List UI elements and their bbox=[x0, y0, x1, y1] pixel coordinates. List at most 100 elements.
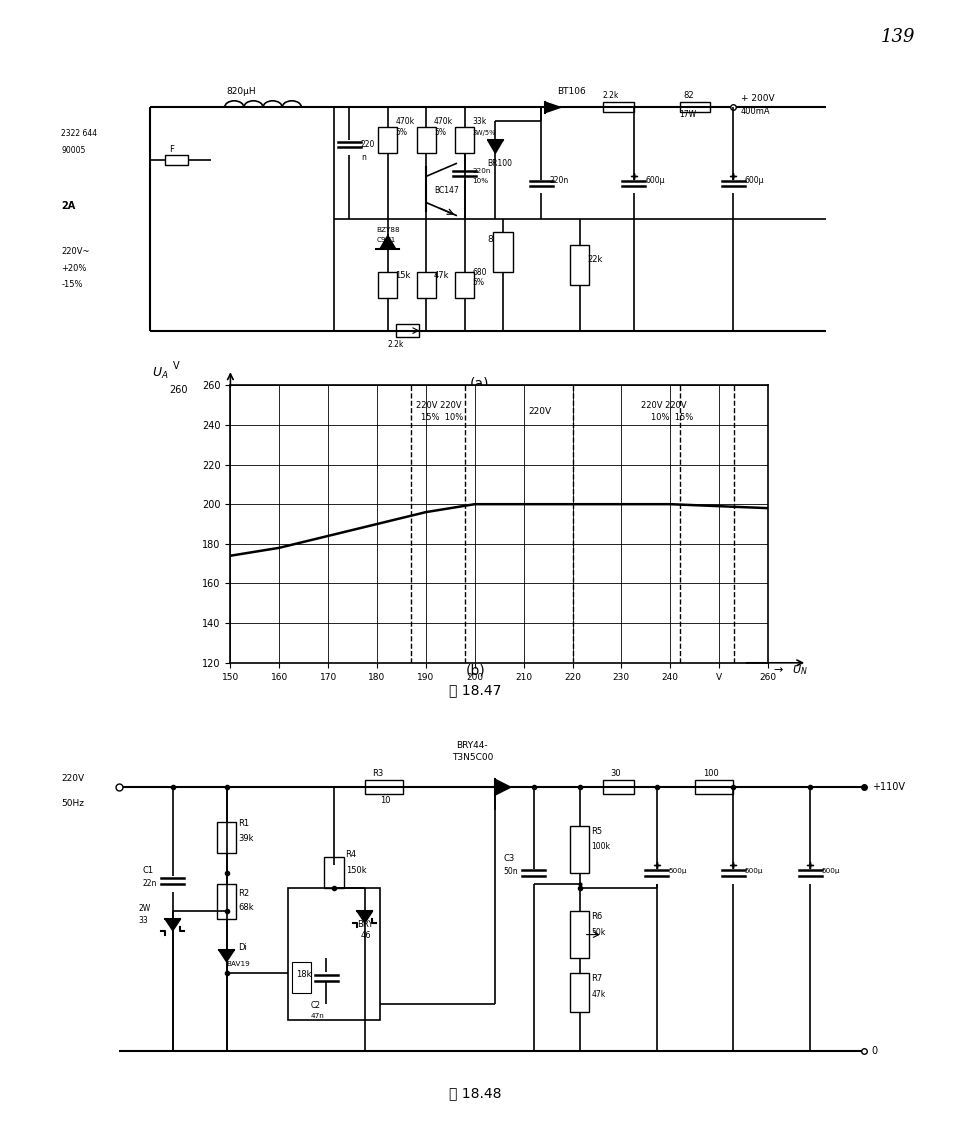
Text: 50k: 50k bbox=[591, 928, 606, 937]
Text: 100k: 100k bbox=[591, 842, 611, 851]
Text: 220V: 220V bbox=[529, 407, 552, 416]
Text: 220V~: 220V~ bbox=[61, 247, 90, 256]
Text: 10%  15%: 10% 15% bbox=[651, 414, 693, 421]
Bar bbox=[378, 127, 397, 153]
Text: R6: R6 bbox=[591, 912, 603, 921]
Bar bbox=[493, 232, 513, 272]
Text: n: n bbox=[361, 153, 366, 162]
Text: +20%: +20% bbox=[61, 264, 86, 273]
Bar bbox=[455, 272, 474, 298]
Text: C9V1: C9V1 bbox=[376, 237, 396, 242]
Text: 470k: 470k bbox=[434, 117, 453, 126]
Bar bbox=[570, 245, 589, 284]
Text: + 200V: + 200V bbox=[741, 94, 775, 103]
Text: 33k: 33k bbox=[472, 117, 487, 126]
Text: 68k: 68k bbox=[238, 903, 253, 912]
Text: 82: 82 bbox=[684, 91, 694, 100]
Text: 220n: 220n bbox=[472, 168, 491, 174]
Text: 10%: 10% bbox=[472, 178, 489, 184]
Text: R1: R1 bbox=[238, 819, 250, 828]
Text: 15k: 15k bbox=[396, 271, 411, 280]
Text: 2A: 2A bbox=[61, 201, 76, 211]
Text: 47k: 47k bbox=[591, 989, 606, 998]
Text: 47n: 47n bbox=[311, 1013, 324, 1020]
Text: 图 18.47: 图 18.47 bbox=[449, 683, 501, 698]
Text: BRY: BRY bbox=[357, 920, 373, 929]
Text: 500μ: 500μ bbox=[668, 868, 686, 874]
Text: 820μH: 820μH bbox=[227, 87, 256, 96]
Text: 8: 8 bbox=[488, 235, 493, 244]
Bar bbox=[378, 272, 397, 298]
Bar bbox=[292, 962, 311, 993]
Text: (a): (a) bbox=[470, 376, 490, 391]
Bar bbox=[455, 127, 474, 153]
Text: R5: R5 bbox=[591, 827, 603, 836]
Text: -15%: -15% bbox=[61, 280, 83, 289]
Text: 18k: 18k bbox=[296, 970, 311, 979]
Text: C3: C3 bbox=[503, 854, 515, 863]
Polygon shape bbox=[488, 140, 503, 153]
Text: BZY88: BZY88 bbox=[376, 227, 400, 233]
Polygon shape bbox=[545, 102, 561, 112]
Text: 10: 10 bbox=[380, 795, 391, 804]
Text: 17W: 17W bbox=[680, 110, 697, 119]
Bar bbox=[417, 127, 436, 153]
Text: BC147: BC147 bbox=[434, 186, 459, 195]
Text: 100: 100 bbox=[703, 768, 718, 777]
Polygon shape bbox=[219, 951, 234, 962]
Text: 30: 30 bbox=[611, 768, 621, 777]
Polygon shape bbox=[165, 919, 180, 930]
Text: 图 18.48: 图 18.48 bbox=[449, 1085, 501, 1100]
Text: 220V: 220V bbox=[61, 774, 84, 783]
Bar bbox=[680, 102, 710, 112]
Bar bbox=[324, 857, 344, 888]
Text: R7: R7 bbox=[591, 974, 603, 983]
Text: 500μ: 500μ bbox=[822, 868, 840, 874]
Polygon shape bbox=[495, 780, 511, 795]
Text: 2W: 2W bbox=[138, 904, 151, 913]
Polygon shape bbox=[357, 911, 372, 923]
Bar bbox=[288, 888, 380, 1020]
Text: 47k: 47k bbox=[434, 271, 449, 280]
Text: +110V: +110V bbox=[872, 782, 904, 792]
Bar bbox=[603, 102, 634, 112]
Text: R3: R3 bbox=[372, 768, 384, 777]
Text: 220: 220 bbox=[361, 139, 375, 148]
Text: 22n: 22n bbox=[142, 879, 156, 888]
Text: $U_A$: $U_A$ bbox=[153, 366, 169, 381]
Bar bbox=[217, 823, 236, 853]
Text: C1: C1 bbox=[142, 866, 154, 875]
Text: 680: 680 bbox=[472, 267, 487, 276]
Text: 3W/5%: 3W/5% bbox=[472, 130, 495, 136]
Text: R4: R4 bbox=[346, 850, 357, 859]
Text: V: V bbox=[174, 360, 180, 370]
Text: BRY44-: BRY44- bbox=[457, 741, 488, 750]
Text: 5%: 5% bbox=[472, 278, 484, 287]
Text: 39k: 39k bbox=[238, 835, 253, 843]
Bar bbox=[570, 911, 589, 957]
Text: 220n: 220n bbox=[549, 176, 568, 185]
Text: 5%: 5% bbox=[396, 128, 407, 137]
Text: Di: Di bbox=[238, 943, 247, 952]
Bar bbox=[217, 884, 236, 919]
Text: 33: 33 bbox=[138, 915, 148, 925]
Text: 139: 139 bbox=[880, 28, 915, 46]
Bar bbox=[417, 272, 436, 298]
Text: →: → bbox=[773, 665, 782, 675]
Text: 260: 260 bbox=[169, 385, 187, 395]
Text: $U_N$: $U_N$ bbox=[792, 663, 808, 676]
Text: 50n: 50n bbox=[503, 867, 517, 876]
Text: 0: 0 bbox=[872, 1046, 877, 1056]
Bar bbox=[570, 973, 589, 1012]
Text: 2322 644: 2322 644 bbox=[61, 129, 98, 138]
Text: 2.2k: 2.2k bbox=[388, 340, 404, 349]
Text: 600μ: 600μ bbox=[645, 176, 664, 185]
Bar bbox=[570, 826, 589, 872]
Text: 500μ: 500μ bbox=[745, 868, 763, 874]
Text: BT106: BT106 bbox=[557, 87, 586, 96]
Text: 470k: 470k bbox=[396, 117, 415, 126]
Text: 600μ: 600μ bbox=[745, 176, 764, 185]
Text: 220V 220V: 220V 220V bbox=[416, 401, 462, 410]
Text: BR100: BR100 bbox=[488, 160, 513, 169]
Text: 2.2k: 2.2k bbox=[603, 91, 619, 100]
